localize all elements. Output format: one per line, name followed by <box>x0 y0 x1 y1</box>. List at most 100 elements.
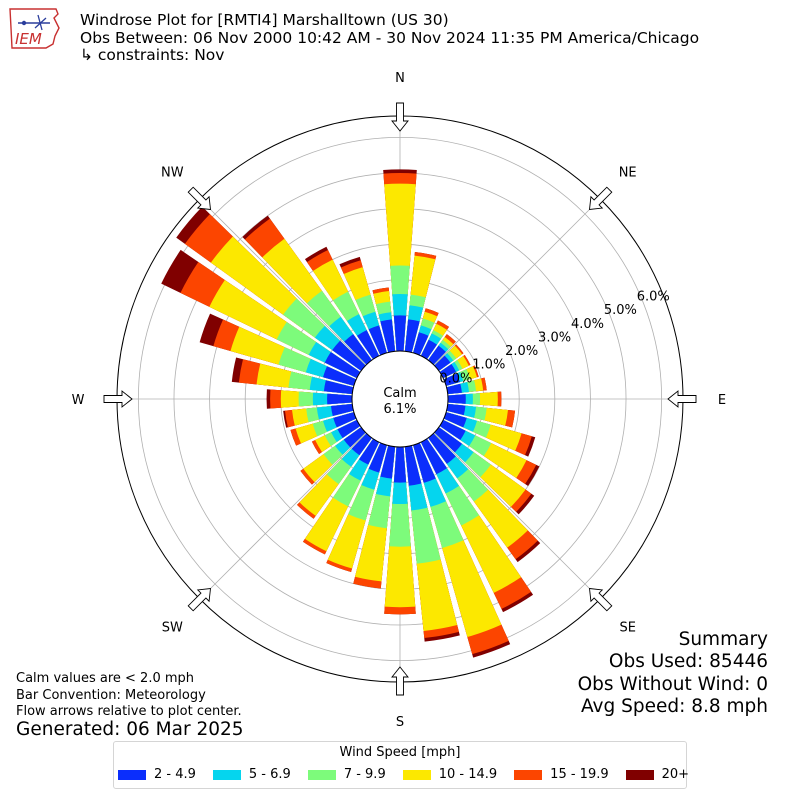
windrose-bar-segment <box>359 438 380 465</box>
windrose-bar-segment <box>439 419 466 440</box>
windrose-bar-segment <box>413 442 436 483</box>
legend-label: 2 - 4.9 <box>154 767 196 782</box>
legend-swatch <box>625 769 654 780</box>
note-calm: Calm values are < 2.0 mph <box>16 671 195 686</box>
windrose-bar-segment <box>344 334 372 365</box>
windrose-bar-segment <box>443 373 460 386</box>
generated-date: Generated: 06 Mar 2025 <box>16 719 244 740</box>
legend-title: Wind Speed [mph] <box>339 745 461 760</box>
legend-label: 20+ <box>661 767 690 782</box>
windrose-bar-segment <box>393 315 407 352</box>
compass-label: SW <box>162 621 183 636</box>
summary-obs-without-wind: Obs Without Wind: 0 <box>577 674 768 695</box>
windrose-bar-segment <box>324 352 361 379</box>
radial-tick-label: 1.0% <box>472 358 505 373</box>
radial-tick-label: 5.0% <box>604 303 637 318</box>
windrose-bar-segment <box>413 332 429 356</box>
compass-label: S <box>396 715 404 730</box>
legend-item: 2 - 4.9 <box>118 767 196 782</box>
windrose-bar-segment <box>327 393 353 405</box>
flow-arrow-icon <box>187 186 212 211</box>
legend-swatch <box>212 769 241 780</box>
note-bar-convention: Bar Convention: Meteorology <box>16 688 206 703</box>
flow-arrow-icon <box>103 390 133 408</box>
iem-logo: IEM <box>6 6 64 52</box>
chart-title: Windrose Plot for [RMTI4] Marshalltown (… <box>80 11 449 29</box>
summary-avg-speed: Avg Speed: 8.8 mph <box>580 696 768 717</box>
windrose-bar-segment <box>404 319 420 353</box>
windrose-bar-segment <box>439 364 457 379</box>
compass-label: NE <box>619 165 637 180</box>
radial-tick-label: 0.0% <box>439 371 472 386</box>
windrose-bar-segment <box>343 427 366 448</box>
legend-label: 5 - 6.9 <box>248 767 291 782</box>
legend-swatch <box>402 769 431 780</box>
angular-gridline <box>433 198 601 366</box>
note-flow-arrows: Flow arrows relative to plot center. <box>16 704 242 719</box>
legend: Wind Speed [mph] 2 - 4.9 5 - 6.9 7 - 9.9… <box>113 741 689 789</box>
legend-item: 5 - 6.9 <box>212 767 291 782</box>
windrose-bar-segment <box>404 445 422 486</box>
flow-arrow-icon <box>588 587 613 612</box>
legend-item: 15 - 19.9 <box>514 767 609 782</box>
summary-heading: Summary <box>678 629 768 650</box>
angular-gridline <box>433 432 601 600</box>
windrose-bar-segment <box>420 339 437 360</box>
legend-swatch <box>118 769 146 780</box>
windrose-bar-segment <box>368 325 387 356</box>
legend-label: 7 - 9.9 <box>343 767 386 782</box>
chart-subtitle-period: Obs Between: 06 Nov 2000 10:42 AM - 30 N… <box>80 29 700 47</box>
radial-tick-label: 6.0% <box>637 290 670 305</box>
angular-gridline <box>199 198 367 366</box>
windrose-bar-segment <box>434 427 463 453</box>
legend-items: 2 - 4.9 5 - 6.9 7 - 9.9 10 - 14.9 15 - 1… <box>118 767 689 782</box>
flow-arrow-icon <box>391 666 409 696</box>
flow-arrow-icon <box>667 390 697 408</box>
windrose-bar-segment <box>323 380 354 395</box>
angular-gridline <box>199 432 367 600</box>
chart-subtitle-constraints: ↳ constraints: Nov <box>80 46 225 64</box>
windrose-bar-segment <box>393 446 407 483</box>
calm-value: 6.1% <box>383 402 416 417</box>
windrose-bars <box>161 169 541 658</box>
windrose-bar-segment <box>368 442 387 473</box>
radial-tick-label: 2.0% <box>505 344 538 359</box>
logo-text: IEM <box>15 30 42 48</box>
flow-arrow-icon <box>588 186 613 211</box>
windrose-bar-segment <box>351 433 372 456</box>
legend-item: 7 - 9.9 <box>307 767 386 782</box>
flow-arrow-icon <box>391 102 409 132</box>
windrose-bar-segment <box>446 383 462 395</box>
windrose-bar-segment <box>446 403 466 416</box>
calm-label: Calm <box>383 386 416 401</box>
windrose-bar-segment <box>380 445 396 479</box>
summary-obs-used: Obs Used: 85446 <box>608 651 768 672</box>
legend-label: 15 - 19.9 <box>550 767 609 782</box>
compass-label: N <box>395 71 405 86</box>
legend-item: 10 - 14.9 <box>402 767 498 782</box>
windrose-bar-segment <box>322 366 357 386</box>
windrose-bar-segment <box>447 394 466 404</box>
compass-label: E <box>718 393 726 408</box>
legend-item: 20+ <box>625 767 690 782</box>
legend-label: 10 - 14.9 <box>438 767 498 782</box>
compass-label: W <box>72 393 85 408</box>
windrose-bar-segment <box>420 438 447 475</box>
windrose-bar-segment <box>443 412 467 428</box>
flow-arrow-icon <box>187 587 212 612</box>
radial-tick-label: 3.0% <box>538 330 571 345</box>
windrose-bar-segment <box>428 433 456 464</box>
windrose-bar-segment <box>357 330 380 360</box>
windrose-bar-segment <box>330 403 354 417</box>
windrose-bar-segment <box>337 419 361 438</box>
compass-label: NW <box>161 165 184 180</box>
calm-circle <box>351 350 449 448</box>
legend-swatch <box>307 769 336 780</box>
windrose-bar-segment <box>332 340 366 371</box>
radial-tick-label: 4.0% <box>571 317 604 332</box>
windrose-bar-segment <box>333 412 357 428</box>
windrose-bar-segment <box>380 319 396 353</box>
windrose-bar-segment <box>428 345 446 365</box>
